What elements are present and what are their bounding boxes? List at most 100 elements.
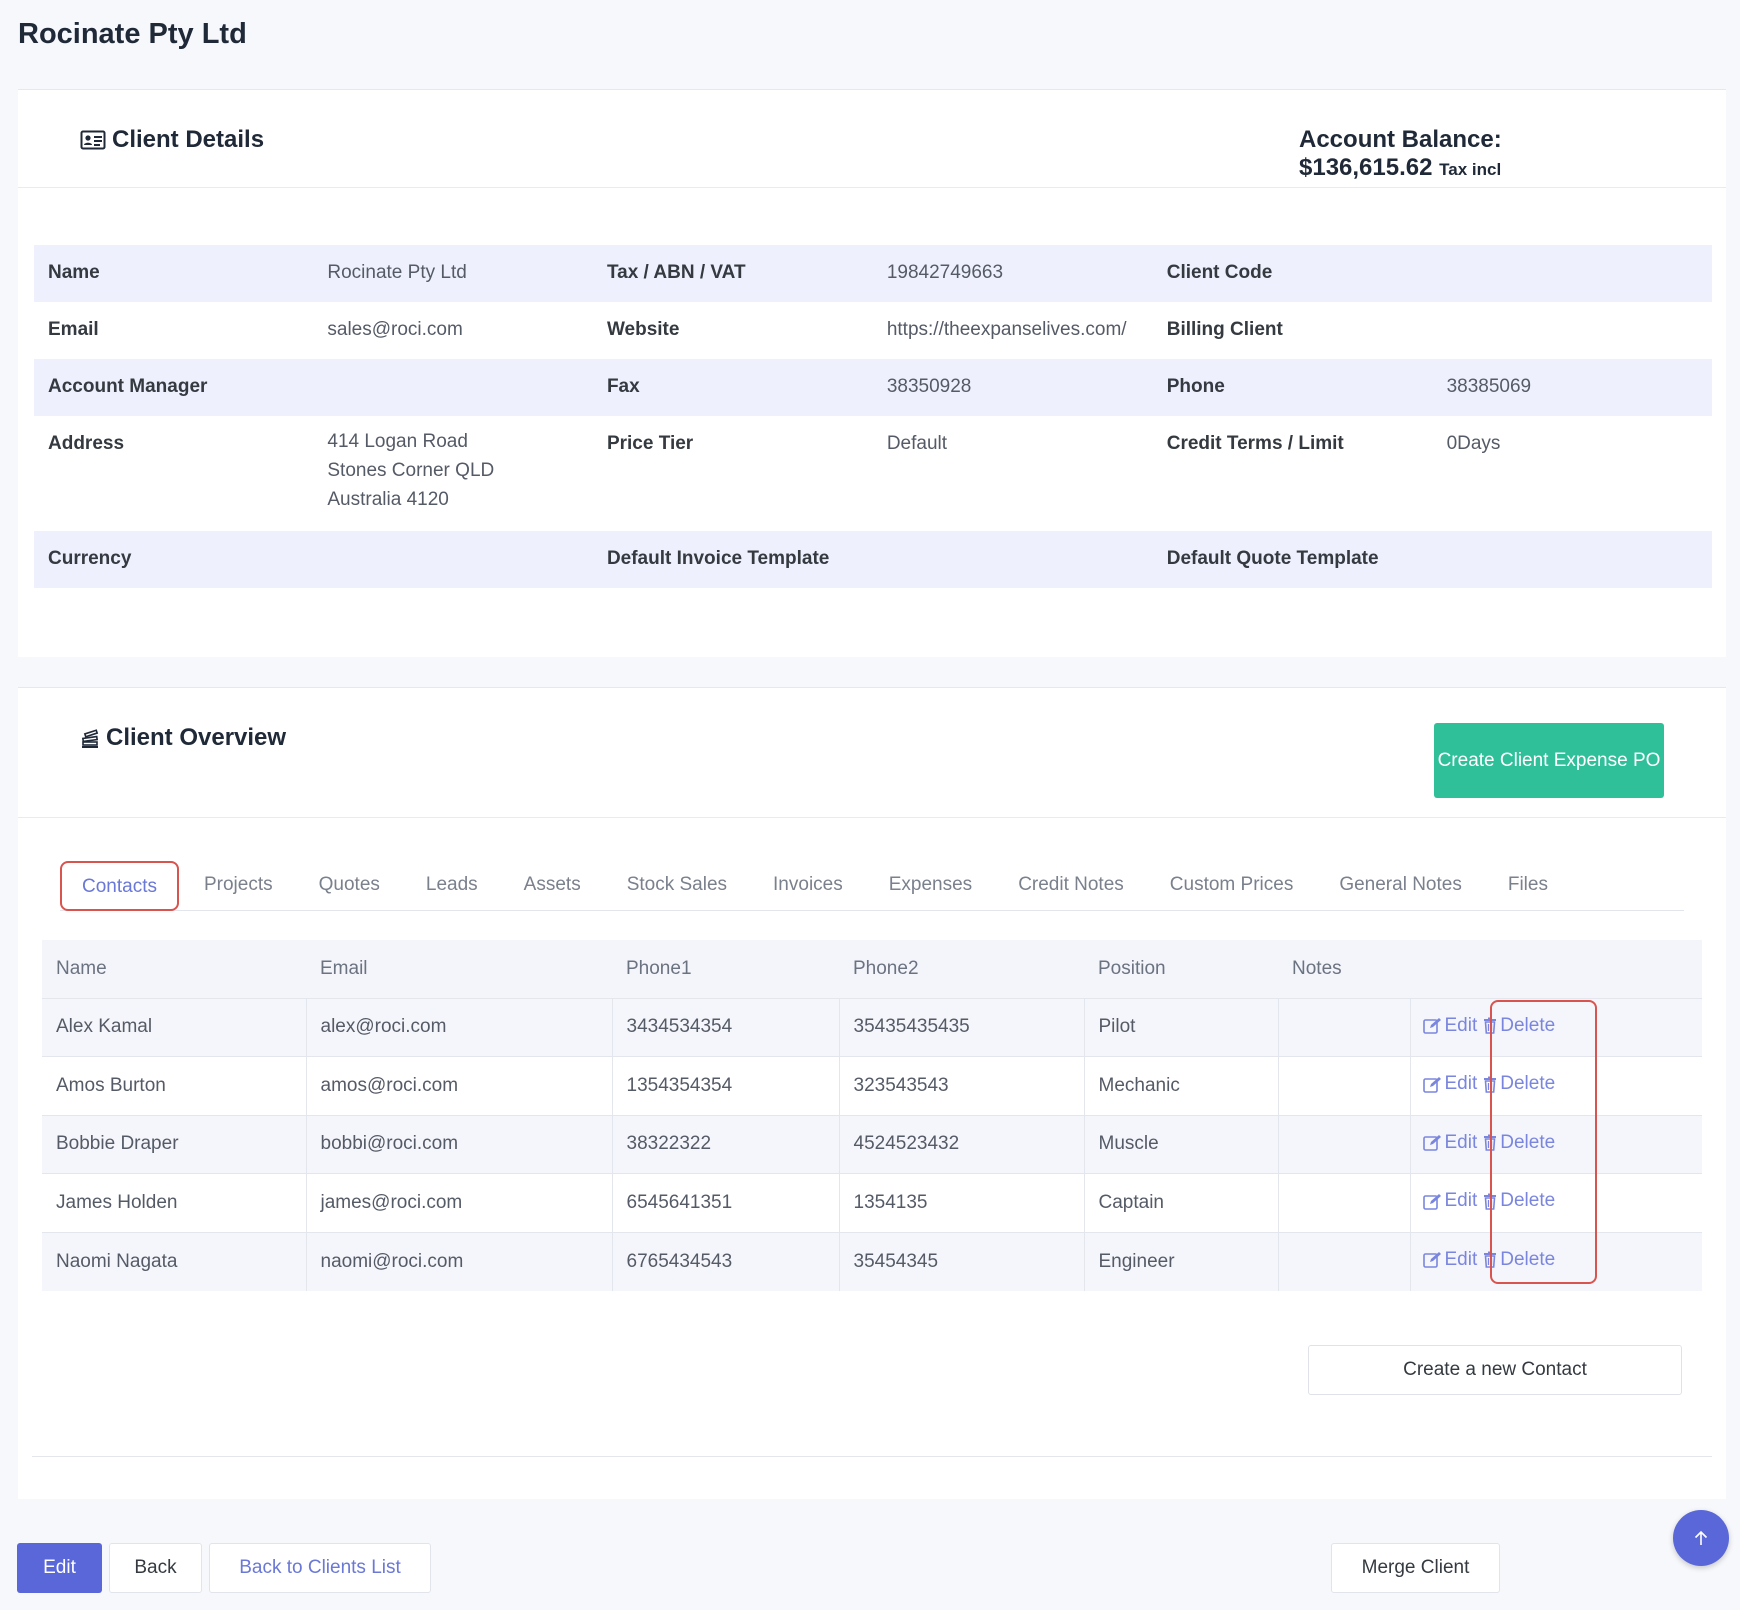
contact-position-cell: Engineer [1084, 1231, 1279, 1291]
arrow-up-icon [1692, 1529, 1710, 1547]
tab-expenses[interactable]: Expenses [888, 874, 973, 895]
edit-icon [1422, 1193, 1442, 1210]
id-card-icon [80, 129, 106, 151]
edit-client-button[interactable]: Edit [17, 1543, 102, 1593]
client-code-label: Client Code [1166, 262, 1273, 283]
edit-contact-link[interactable]: Edit [1422, 1248, 1478, 1271]
contact-phone2-cell: 35435435435 [839, 997, 1085, 1057]
contact-phone2-cell: 35454345 [839, 1231, 1085, 1291]
info-row: Account Manager Fax 38350928 Phone 38385… [34, 359, 1712, 416]
create-expense-po-button[interactable]: Create Client Expense PO [1434, 723, 1664, 798]
fax-label: Fax [606, 376, 640, 397]
contact-notes-cell [1278, 1231, 1411, 1291]
client-info-table: Name Rocinate Pty Ltd Tax / ABN / VAT 19… [34, 245, 1712, 588]
info-row: Email sales@roci.com Website https://the… [34, 302, 1712, 359]
website-label: Website [606, 319, 680, 340]
invoice-template-value [873, 531, 1153, 588]
address-line: Stones Corner QLD [327, 460, 495, 481]
price-tier-label: Price Tier [606, 433, 694, 454]
currency-label: Currency [48, 548, 132, 569]
tab-custom-prices[interactable]: Custom Prices [1169, 874, 1294, 895]
tab-files[interactable]: Files [1507, 874, 1548, 895]
delete-label: Delete [1500, 1131, 1556, 1153]
create-contact-button[interactable]: Create a new Contact [1308, 1345, 1682, 1395]
invoice-template-label: Default Invoice Template [606, 548, 830, 569]
contacts-table: Name Email Phone1 Phone2 Position Notes … [42, 940, 1702, 1291]
email-value[interactable]: sales@roci.com [327, 319, 463, 340]
billing-client-label: Billing Client [1166, 319, 1283, 340]
column-header: Phone2 [839, 940, 1084, 999]
account-manager-value [313, 359, 593, 416]
client-details-header: Client Details Account Balance: $136,615… [18, 90, 1726, 188]
edit-contact-link[interactable]: Edit [1422, 1015, 1477, 1037]
delete-label: Delete [1500, 1190, 1556, 1211]
client-code-value [1433, 245, 1712, 302]
tab-stock-sales[interactable]: Stock Sales [626, 874, 728, 895]
merge-client-button[interactable]: Merge Client [1331, 1543, 1500, 1593]
edit-contact-link[interactable]: Edit [1422, 1131, 1478, 1154]
address-line: Australia 4120 [327, 489, 449, 510]
email-label: Email [48, 319, 99, 340]
website-value[interactable]: https://theexpanselives.com/ [886, 319, 1127, 340]
column-header: Name [42, 940, 306, 999]
client-details-title-wrap: Client Details [80, 126, 264, 154]
contact-position-cell: Muscle [1084, 1114, 1279, 1174]
contact-phone1-cell: 1354354354 [612, 1056, 840, 1115]
info-row: Name Rocinate Pty Ltd Tax / ABN / VAT 19… [34, 245, 1712, 302]
delete-contact-link[interactable]: Delete [1483, 1249, 1555, 1271]
info-row: Address 414 Logan Road Stones Corner QLD… [34, 416, 1712, 531]
account-balance: Account Balance: $136,615.62 Tax incl [1299, 126, 1502, 184]
delete-contact-link[interactable]: Delete [1483, 1190, 1555, 1212]
edit-label: Edit [1444, 1131, 1478, 1153]
stack-icon [80, 727, 100, 749]
delete-contact-link[interactable]: Delete [1483, 1073, 1555, 1095]
name-value: Rocinate Pty Ltd [327, 262, 467, 283]
edit-contact-link[interactable]: Edit [1422, 1073, 1477, 1095]
column-header-actions [1410, 940, 1702, 999]
contact-notes-cell [1278, 1173, 1411, 1232]
trash-icon [1483, 1193, 1497, 1210]
delete-contact-link[interactable]: Delete [1483, 1132, 1555, 1154]
account-balance-label: Account Balance: [1299, 126, 1502, 153]
account-manager-label: Account Manager [48, 376, 208, 397]
credit-terms-value: 0Days [1446, 433, 1501, 454]
contact-position-cell: Captain [1084, 1173, 1279, 1232]
trash-icon [1483, 1017, 1497, 1034]
back-to-clients-button[interactable]: Back to Clients List [209, 1543, 431, 1593]
tab-assets[interactable]: Assets [523, 874, 581, 895]
tab-contacts[interactable]: Contacts [60, 861, 179, 911]
tab-quotes[interactable]: Quotes [318, 874, 380, 895]
tab-credit-notes[interactable]: Credit Notes [1018, 874, 1124, 895]
table-row: James Holden james@roci.com 6545641351 1354… [42, 1173, 1702, 1232]
phone-label: Phone [1166, 376, 1225, 397]
tax-label: Tax / ABN / VAT [606, 262, 746, 283]
contact-name-cell: Naomi Nagata [42, 1231, 307, 1291]
quote-template-label: Default Quote Template [1166, 548, 1379, 569]
back-button[interactable]: Back [109, 1543, 202, 1593]
trash-icon [1483, 1076, 1497, 1093]
delete-label: Delete [1500, 1014, 1556, 1036]
edit-icon [1422, 1017, 1442, 1034]
currency-value [313, 531, 593, 588]
trash-icon [1483, 1251, 1497, 1269]
address-label: Address [48, 433, 125, 454]
edit-label: Edit [1444, 1190, 1478, 1211]
client-overview-header: Client Overview Create Client Expense PO [18, 688, 1726, 818]
tab-invoices[interactable]: Invoices [773, 874, 843, 895]
delete-label: Delete [1500, 1073, 1556, 1094]
edit-contact-link[interactable]: Edit [1422, 1190, 1478, 1212]
delete-label: Delete [1500, 1248, 1556, 1270]
tax-value: 19842749663 [886, 262, 1004, 283]
delete-contact-link[interactable]: Delete [1483, 1015, 1555, 1037]
scroll-to-top-button[interactable] [1673, 1510, 1729, 1566]
contact-notes-cell [1278, 1056, 1411, 1115]
tab-projects[interactable]: Projects [203, 874, 273, 895]
column-header: Email [306, 940, 612, 999]
contact-email-cell: alex@roci.com [306, 997, 613, 1057]
tab-leads[interactable]: Leads [425, 874, 478, 895]
edit-label: Edit [1444, 1248, 1478, 1270]
tab-general-notes[interactable]: General Notes [1339, 874, 1462, 895]
account-balance-suffix: Tax incl [1439, 160, 1502, 179]
contact-name-cell: Amos Burton [42, 1056, 307, 1115]
info-row: Currency Default Invoice Template Defaul… [34, 531, 1712, 588]
